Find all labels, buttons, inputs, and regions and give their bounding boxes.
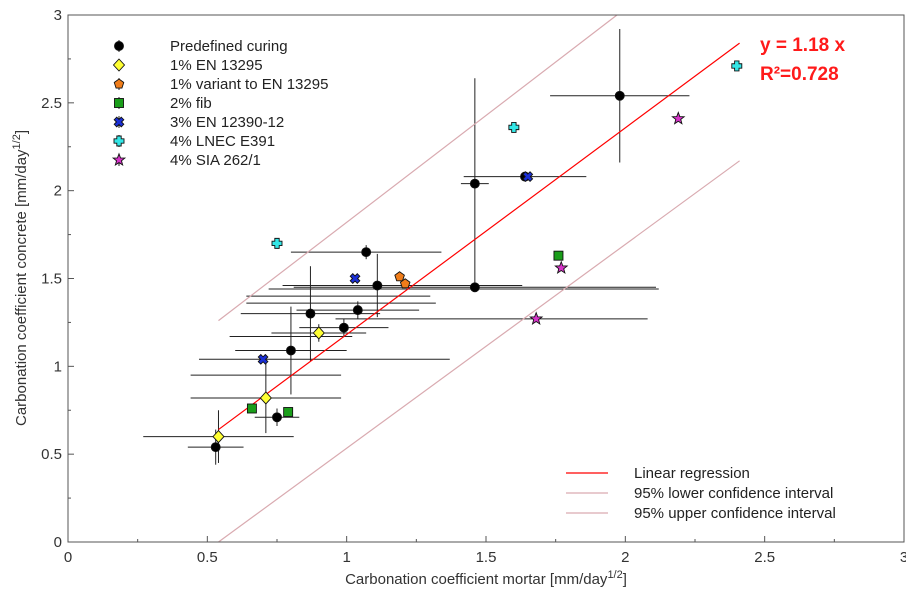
data-point [259, 391, 272, 405]
marker-legend: Predefined curing 1% EN 13295 1% variant t… [111, 38, 328, 169]
data-point [469, 178, 480, 189]
y-tick-label: 3 [54, 7, 62, 24]
data-point [394, 271, 405, 282]
data-point [731, 60, 743, 72]
y-tick-label: 2.5 [41, 95, 62, 112]
data-point [212, 429, 225, 444]
r-squared-annotation: R²=0.728 [760, 64, 839, 85]
data-point [372, 280, 383, 291]
data-point [312, 326, 325, 340]
line-legend: Linear regression 95% lower confidence in… [566, 465, 836, 522]
data-point [305, 308, 316, 319]
legend-marker [112, 58, 126, 72]
legend-marker [114, 98, 124, 108]
data-point [508, 121, 520, 133]
legend-marker [111, 152, 127, 167]
y-axis-title: Carbonation coefficient concrete [mm/day… [11, 130, 30, 426]
legend-marker [113, 78, 125, 89]
x-tick-label: 2 [621, 549, 629, 566]
y-tick-label: 0.5 [41, 446, 62, 463]
legend-marker [113, 135, 125, 147]
legend-marker [114, 41, 124, 51]
data-point [399, 278, 411, 289]
x-tick-label: 2.5 [754, 549, 775, 566]
legend-label: 1% variant to EN 13295 [170, 76, 328, 93]
legend-label: 2% fib [170, 95, 212, 112]
axis-tick-labels: 0 0.5 1 1.5 2 2.5 3 0 0.5 1 1.5 2 2.5 3 [41, 7, 906, 566]
fit-lines-layer [218, 14, 740, 543]
x-tick-label: 1 [342, 549, 350, 566]
legend-label: Predefined curing [170, 38, 288, 55]
x-tick-label: 0.5 [197, 549, 218, 566]
data-point [210, 442, 221, 453]
legend-line-label: 95% upper confidence interval [634, 505, 836, 522]
legend-marker [113, 116, 125, 128]
legend-label: 4% SIA 262/1 [170, 152, 261, 169]
legend-label: 1% EN 13295 [170, 57, 263, 74]
x-tick-label: 0 [64, 549, 72, 566]
data-point [469, 282, 480, 293]
data-point [361, 247, 372, 258]
data-point [272, 412, 282, 423]
data-point [553, 250, 564, 261]
legend-label: 4% LNEC E391 [170, 133, 275, 150]
data-point [246, 403, 257, 414]
axis-ticks [67, 14, 905, 543]
data-point [257, 353, 269, 365]
error-bars-layer [143, 29, 690, 465]
legend-line-label: Linear regression [634, 465, 750, 482]
linear-regression-line [218, 42, 740, 431]
data-point [283, 407, 294, 417]
data-point [554, 260, 569, 275]
x-axis-title: Carbonation coefficient mortar [mm/day1/… [345, 569, 627, 588]
y-tick-label: 0 [54, 534, 62, 551]
legend-line-label: 95% lower confidence interval [634, 485, 833, 502]
y-tick-label: 1.5 [41, 271, 62, 288]
data-point [338, 322, 349, 333]
95-upper-confidence-interval-line [218, 14, 618, 322]
x-tick-label: 3 [900, 549, 906, 566]
data-point [671, 111, 686, 125]
data-point [522, 171, 534, 183]
legend-label: 3% EN 12390-12 [170, 114, 284, 131]
y-tick-label: 2 [54, 183, 62, 200]
data-point [352, 305, 363, 316]
data-point [614, 90, 625, 101]
regression-equation: y = 1.18 x [760, 35, 845, 56]
data-points-layer [210, 60, 743, 453]
data-point [529, 311, 544, 325]
95-lower-confidence-interval-line [218, 160, 740, 543]
x-tick-label: 1.5 [476, 549, 497, 566]
data-point [285, 345, 296, 356]
y-tick-label: 1 [54, 358, 62, 375]
data-point [349, 273, 361, 284]
data-point [271, 237, 283, 249]
